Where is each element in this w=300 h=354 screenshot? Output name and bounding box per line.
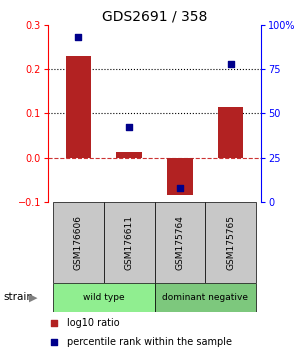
Text: GSM175764: GSM175764: [176, 215, 184, 270]
Bar: [104, 202, 154, 283]
Point: [52, 339, 57, 345]
Text: strain: strain: [3, 292, 33, 302]
Title: GDS2691 / 358: GDS2691 / 358: [102, 10, 207, 24]
Text: log10 ratio: log10 ratio: [67, 318, 120, 329]
Bar: [205, 202, 256, 283]
Bar: [53, 283, 154, 312]
Bar: [154, 202, 205, 283]
Text: wild type: wild type: [83, 293, 124, 302]
Text: GSM176611: GSM176611: [124, 215, 134, 270]
Point: [178, 185, 182, 190]
Point: [127, 125, 131, 130]
Text: ▶: ▶: [29, 292, 37, 302]
Point: [228, 61, 233, 67]
Bar: [218, 107, 243, 158]
Bar: [167, 158, 193, 195]
Text: GSM176606: GSM176606: [74, 215, 83, 270]
Text: GSM175765: GSM175765: [226, 215, 235, 270]
Bar: [53, 202, 104, 283]
Bar: [116, 152, 142, 158]
Point: [76, 34, 81, 40]
Bar: [66, 56, 91, 158]
Text: dominant negative: dominant negative: [162, 293, 248, 302]
Point: [52, 321, 57, 326]
Bar: [154, 283, 256, 312]
Text: percentile rank within the sample: percentile rank within the sample: [67, 337, 232, 347]
